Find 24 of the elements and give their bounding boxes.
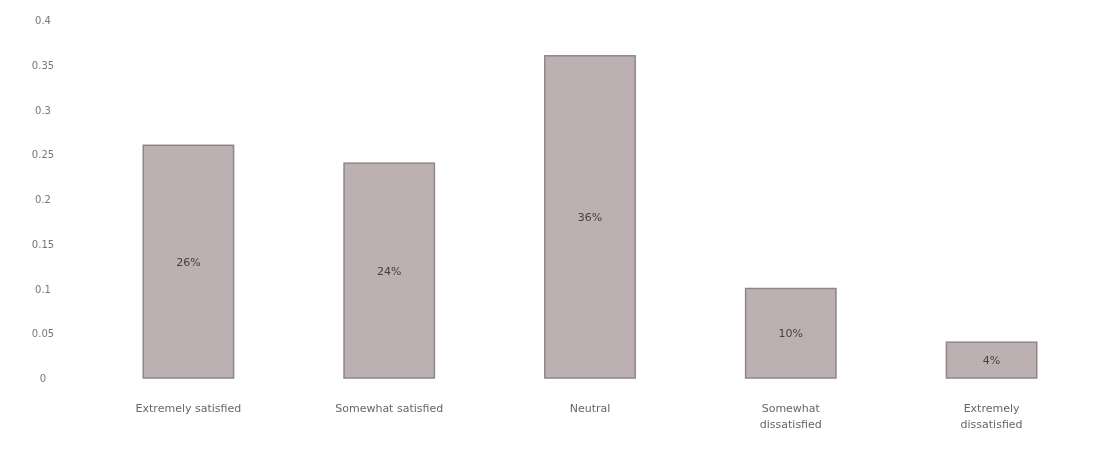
bar [945, 341, 1038, 379]
y-tick-label: 0.15 [31, 238, 55, 250]
bar [744, 287, 837, 379]
y-tick-label: 0.25 [31, 149, 55, 161]
y-tick-label: 0.3 [35, 104, 51, 116]
data-label: 26% [176, 255, 201, 269]
y-tick-label: 0.4 [35, 15, 51, 26]
bar [544, 55, 636, 379]
data-label: 4% [982, 354, 1001, 368]
data-label: 36% [577, 210, 603, 224]
y-tick-label: 0.1 [35, 283, 51, 295]
x-tick-label: Extremely satisfied [135, 402, 242, 415]
x-tick-label: Extremely dissatisfied [960, 402, 1023, 431]
data-label: 10% [778, 327, 804, 341]
y-tick-label: 0.05 [31, 328, 55, 340]
x-tick-label: Somewhat dissatisfied [759, 402, 822, 431]
y-tick-label: 0 [39, 373, 47, 384]
y-tick-label: 0.35 [31, 59, 55, 71]
y-tick-label: 0.2 [35, 194, 51, 205]
x-tick-label: Neutral [569, 402, 611, 415]
bar [142, 144, 235, 379]
x-tick-label: Somewhat satisfied [335, 402, 444, 415]
bar [343, 162, 436, 379]
data-label: 24% [376, 264, 402, 278]
